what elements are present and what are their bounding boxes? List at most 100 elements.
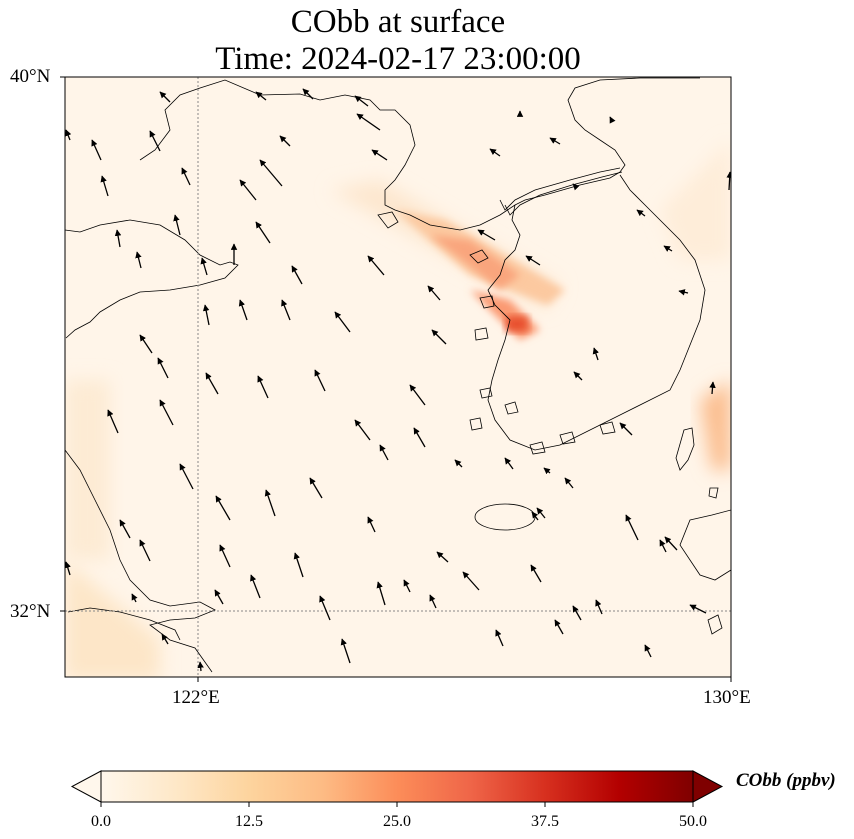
wind-vector-arrow <box>531 511 539 521</box>
wind-vector-arrow <box>159 399 174 426</box>
wind-vector-arrow <box>340 638 351 664</box>
lat-label-32n: 32°N <box>10 601 51 622</box>
wind-vector-arrow <box>114 229 122 248</box>
coastal-islands <box>377 211 616 455</box>
coast-jiangsu <box>65 449 216 673</box>
coast-korea <box>487 174 706 451</box>
wind-vector-arrow <box>309 477 323 499</box>
wind-vector-arrow <box>255 91 267 101</box>
plume-core-north <box>430 235 520 290</box>
colorbar-gradient <box>101 771 693 802</box>
wind-vector-arrow <box>356 113 381 131</box>
wind-vector-arrow <box>413 427 426 448</box>
wind-vector-arrow <box>659 539 667 553</box>
wind-vector-arrow <box>250 574 261 599</box>
cb-label-1: 12.5 <box>235 813 263 830</box>
plume-east <box>700 380 731 470</box>
colorbar-extend-max <box>692 770 724 803</box>
wind-vector-arrow <box>354 419 371 441</box>
wind-vector-arrow <box>431 329 447 345</box>
wind-vector-arrow <box>663 245 673 252</box>
wind-vector-arrow <box>530 564 542 583</box>
island-tsushima <box>675 427 695 471</box>
wind-vector-arrow <box>678 289 689 296</box>
island-small-east <box>708 487 719 499</box>
wind-vector-arrow <box>595 599 603 615</box>
wind-vector-arrow <box>173 214 181 236</box>
wind-vector-arrow <box>462 571 480 591</box>
gridlines <box>65 77 731 677</box>
wind-vector-arrow <box>644 644 652 658</box>
wind-vector-arrow <box>219 544 231 568</box>
wind-vector-arrow <box>139 539 151 562</box>
wind-vector-arrow <box>436 551 449 563</box>
wind-vector-arrow <box>161 633 169 645</box>
wind-vector-arrow <box>371 149 388 161</box>
plume-hotspot <box>506 316 528 332</box>
wind-vector-arrow <box>354 95 369 107</box>
cb-label-0: 0.0 <box>91 813 111 830</box>
coastlines <box>65 77 731 673</box>
wind-vector-arrow <box>259 159 283 187</box>
map-frame <box>64 76 732 678</box>
wind-vector-arrow <box>139 334 153 354</box>
wind-vector-arrow <box>107 409 119 434</box>
wind-vector-arrow <box>489 148 501 157</box>
coast-northeast <box>567 77 700 173</box>
wind-vector-arrow <box>281 299 291 321</box>
wind-vector-arrow <box>554 619 564 635</box>
wind-vector-arrow <box>376 581 386 606</box>
wind-vector-arrow <box>314 369 326 392</box>
wind-vector-arrow <box>427 285 441 301</box>
wind-vector-arrow <box>504 457 514 470</box>
wind-vector-arrow <box>409 384 426 406</box>
wind-vector-arrow <box>549 137 561 145</box>
wind-vector-arrow <box>205 372 219 395</box>
wind-vector-arrow <box>131 593 138 603</box>
border-north-korea-inner <box>504 171 623 216</box>
wind-vector-arrow <box>709 381 716 395</box>
wind-vector-arrow <box>367 255 385 276</box>
wind-vector-arrow <box>536 507 546 519</box>
map-title-line1: CObb at surface <box>290 4 506 40</box>
wind-vector-arrow <box>239 179 257 201</box>
map-background <box>65 77 731 677</box>
wind-vector-arrow <box>159 91 171 103</box>
wind-vector-arrow <box>215 495 231 521</box>
coast-kyushu <box>679 509 731 581</box>
wind-vector-arrow <box>255 221 271 244</box>
wind-vectors <box>65 88 731 672</box>
island-south-east <box>707 614 723 635</box>
wind-vector-arrow <box>302 88 314 100</box>
concentration-field <box>65 140 731 677</box>
wind-vector-arrow <box>214 589 224 605</box>
wind-vector-arrow <box>726 171 731 191</box>
wind-vector-arrow <box>149 130 161 152</box>
wind-vector-arrow <box>257 375 269 399</box>
wind-vector-arrow <box>572 183 580 191</box>
wind-vector-arrow <box>573 371 583 381</box>
wind-vector-arrow <box>135 251 142 269</box>
colorbar-title: CObb (ppbv) <box>736 770 836 791</box>
colorbar-extend-min <box>70 770 102 803</box>
wind-vector-arrow <box>525 255 541 266</box>
wind-vector-arrow <box>619 422 633 436</box>
wind-vector-arrow <box>319 595 331 621</box>
lon-label-130e: 130°E <box>703 687 751 708</box>
wind-vector-arrow <box>454 459 463 468</box>
cb-label-4: 50.0 <box>679 813 707 830</box>
wind-vector-arrow <box>625 514 639 541</box>
wind-vector-arrow <box>181 167 191 186</box>
wind-vector-arrow <box>477 229 496 241</box>
wind-vector-arrow <box>65 561 71 576</box>
wind-vector-arrow <box>157 357 169 379</box>
wind-vector-arrow <box>403 579 411 593</box>
wind-vector-arrow <box>664 536 678 551</box>
coast-shandong <box>65 219 239 339</box>
coast-yangtze-mouth <box>67 607 181 641</box>
wind-vector-arrow <box>100 175 109 197</box>
wind-vector-arrow <box>379 444 389 461</box>
wind-vector-arrow <box>495 629 504 647</box>
coast-bohai-liaodong <box>139 79 621 231</box>
